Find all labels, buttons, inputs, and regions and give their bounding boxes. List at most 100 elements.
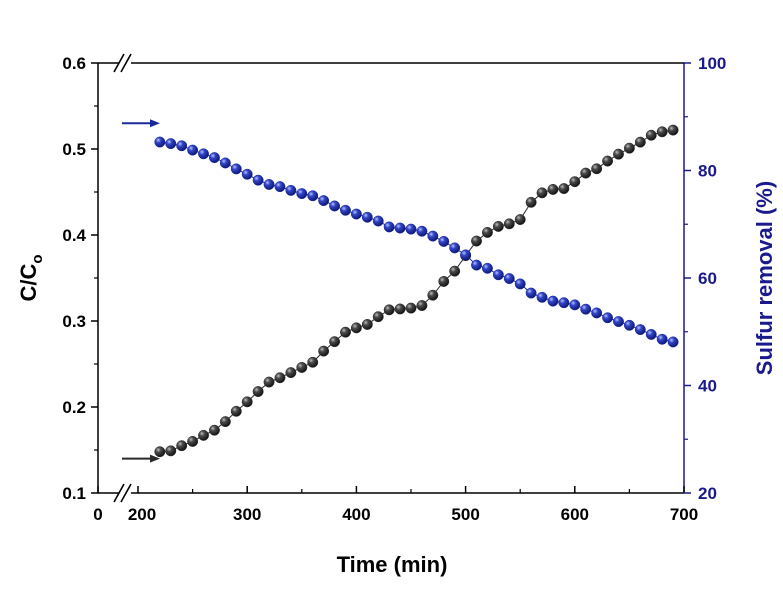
data-point-left <box>471 235 482 247</box>
data-point-right <box>350 208 362 220</box>
data-point-right <box>340 204 351 216</box>
data-point-right <box>623 319 635 331</box>
data-point-right <box>613 316 624 327</box>
y-axis-left-title: C/Co <box>16 254 46 301</box>
data-point-left <box>591 163 603 175</box>
data-point-left <box>340 326 351 338</box>
data-point-left <box>492 220 504 232</box>
data-point-left <box>503 218 515 230</box>
data-point-left <box>176 440 188 452</box>
data-point-left <box>613 148 624 160</box>
x-tick-label: 0 <box>93 505 102 524</box>
data-point-left <box>481 226 493 238</box>
data-point-right <box>525 287 537 299</box>
data-point-left <box>656 126 668 138</box>
data-point-right <box>634 324 646 336</box>
data-point-left <box>219 416 231 428</box>
data-point-right <box>241 168 253 180</box>
data-point-left <box>263 376 275 388</box>
data-point-right <box>547 295 559 307</box>
data-point-left <box>241 396 253 408</box>
y-left-tick-label: 0.2 <box>62 398 86 417</box>
data-point-left <box>427 289 439 301</box>
data-point-right <box>416 225 428 237</box>
data-point-right <box>230 163 242 175</box>
data-point-left <box>580 167 592 179</box>
data-point-right <box>514 278 526 290</box>
data-point-left <box>602 155 614 167</box>
data-point-right <box>503 273 515 284</box>
data-point-left <box>372 311 384 323</box>
y-right-tick-label: 100 <box>698 54 726 73</box>
data-point-right <box>372 215 384 227</box>
data-point-left <box>296 361 308 373</box>
data-point-left <box>449 265 461 277</box>
data-point-right <box>471 259 482 271</box>
data-point-right <box>361 211 373 223</box>
data-point-left <box>634 136 646 148</box>
data-point-right <box>252 174 264 186</box>
data-point-left <box>208 424 220 436</box>
data-point-right <box>405 223 417 235</box>
data-point-right <box>383 221 395 233</box>
y-right-tick-label: 80 <box>698 162 717 181</box>
data-point-left <box>525 196 537 208</box>
series-layer <box>122 119 679 463</box>
data-point-right <box>318 195 330 207</box>
data-point-right <box>492 269 504 281</box>
data-point-left <box>274 372 286 384</box>
data-point-right <box>481 262 493 274</box>
svg-text:Sulfur removal (%): Sulfur removal (%) <box>752 181 777 375</box>
data-point-left <box>230 405 242 417</box>
data-point-right <box>645 328 657 340</box>
axes-layer: 0 200 300 400 500 600 700 0.1 0.2 0.3 0.4 0.5 0.6 20 4… <box>62 53 726 524</box>
x-axis-break-mark-1 <box>113 483 125 503</box>
arrow-head-cco_series <box>150 454 160 463</box>
y-axis-right-title: Sulfur removal (%) <box>752 181 777 375</box>
data-point-right <box>667 336 679 348</box>
data-point-left <box>198 429 209 441</box>
data-point-left <box>329 336 341 348</box>
x-tick-label: 200 <box>128 505 156 524</box>
data-point-right <box>591 307 603 319</box>
data-point-right <box>580 303 592 315</box>
data-point-right <box>296 188 308 200</box>
data-point-left <box>165 445 177 457</box>
data-point-right <box>307 190 319 202</box>
data-point-right <box>165 138 177 150</box>
data-point-left <box>569 176 581 188</box>
data-point-right <box>602 312 614 324</box>
y-axis-left-title-subscript: o <box>29 254 46 263</box>
data-point-right <box>154 136 166 148</box>
data-point-left <box>187 435 199 447</box>
data-point-right <box>198 148 209 160</box>
y-left-tick-label: 0.4 <box>62 226 86 245</box>
data-point-right <box>558 297 570 309</box>
data-point-left <box>623 142 635 154</box>
data-point-left <box>405 302 417 314</box>
data-point-left <box>318 345 330 357</box>
series-line-left <box>159 129 674 453</box>
data-point-left <box>558 183 570 195</box>
data-point-right <box>176 140 188 152</box>
data-point-left <box>438 275 450 287</box>
data-point-right <box>285 184 297 196</box>
y-axis-left-title-main: C/C <box>16 264 41 302</box>
arrow-head-sulfur_series <box>150 119 160 128</box>
data-point-right <box>219 157 231 169</box>
data-point-left <box>252 386 264 397</box>
data-point-left <box>307 356 319 368</box>
data-point-left <box>645 129 657 141</box>
top-axis-break-mark-1 <box>113 53 125 73</box>
y-right-tick-label: 60 <box>698 269 717 288</box>
data-point-left <box>285 367 297 379</box>
y-left-tick-label: 0.1 <box>62 484 86 503</box>
x-tick-label: 400 <box>342 505 370 524</box>
y-left-tick-label: 0.6 <box>62 54 86 73</box>
data-point-left <box>394 303 406 315</box>
y-left-tick-label: 0.3 <box>62 312 86 331</box>
y-left-tick-label: 0.5 <box>62 140 86 159</box>
data-point-right <box>427 230 439 242</box>
